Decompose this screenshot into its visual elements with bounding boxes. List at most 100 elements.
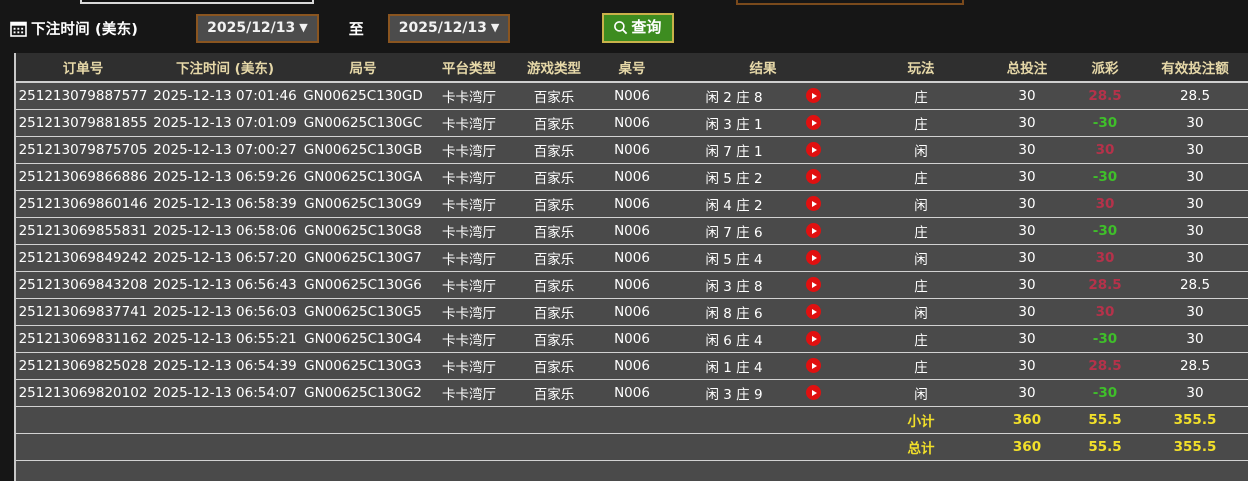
chevron-down-icon: ▼ (490, 21, 500, 34)
bet-time-cell: 2025-12-13 06:55:21 (150, 325, 300, 353)
column-header[interactable]: 局号 (300, 53, 426, 83)
play-video-icon[interactable] (805, 223, 821, 238)
table-row[interactable]: 251213079881855 2025-12-13 07:01:09 GN0062… (16, 109, 1248, 137)
totals-row: 总计 360 55.5 355.5 (16, 433, 1248, 461)
column-header[interactable]: 平台类型 (426, 53, 512, 83)
column-header[interactable]: 桌号 (596, 53, 668, 83)
totals-spacer-cell (512, 406, 596, 434)
platform-cell: 卡卡湾厅 (426, 244, 512, 272)
payout-cell: -30 (1070, 217, 1140, 245)
total-bet-cell: 30 (984, 298, 1070, 326)
totals-spacer-cell (668, 406, 858, 434)
table-row[interactable]: 251213069843208 2025-12-13 06:56:43 GN0062… (16, 271, 1248, 299)
result-cell: 闲 7 庄 6 (668, 217, 858, 245)
bet-time-cell: 2025-12-13 06:59:26 (150, 163, 300, 191)
bet-option-cell: 庄 (858, 352, 984, 380)
payout-cell: -30 (1070, 109, 1140, 137)
column-header[interactable]: 派彩 (1070, 53, 1140, 83)
table-row[interactable]: 251213069860146 2025-12-13 06:58:39 GN0062… (16, 190, 1248, 218)
totals-payout: 55.5 (1070, 406, 1140, 434)
order-cell: 251213069843208 (16, 271, 150, 299)
totals-spacer-cell (512, 433, 596, 461)
date-from-picker[interactable]: 2025/12/13 ▼ (196, 13, 319, 43)
order-cell: 251213069825028 (16, 352, 150, 380)
platform-cell: 卡卡湾厅 (426, 298, 512, 326)
play-video-icon[interactable] (805, 115, 821, 130)
totals-valid-bet: 355.5 (1140, 433, 1248, 461)
round-id-cell: GN00625C130G7 (300, 244, 426, 272)
column-header[interactable]: 结果 (668, 53, 858, 83)
play-video-icon[interactable] (805, 196, 821, 211)
column-header[interactable]: 订单号 (16, 53, 150, 83)
bet-option-cell: 庄 (858, 325, 984, 353)
total-bet-cell: 30 (984, 82, 1070, 110)
play-video-icon[interactable] (805, 88, 821, 104)
totals-spacer-cell (668, 433, 858, 461)
play-video-icon[interactable] (805, 250, 821, 265)
payout-cell: -30 (1070, 379, 1140, 407)
round-id-cell: GN00625C130G8 (300, 217, 426, 245)
date-from-value: 2025/12/13 (207, 19, 296, 36)
blank-cell (512, 460, 596, 481)
round-id-cell: GN00625C130G3 (300, 352, 426, 380)
play-video-icon[interactable] (805, 142, 821, 157)
result-cell: 闲 8 庄 6 (668, 298, 858, 326)
table-no-cell: N006 (596, 82, 668, 110)
table-row[interactable]: 251213069837741 2025-12-13 06:56:03 GN0062… (16, 298, 1248, 326)
table-row[interactable]: 251213069820102 2025-12-13 06:54:07 GN0062… (16, 379, 1248, 407)
bet-option-cell: 闲 (858, 298, 984, 326)
game-type-cell: 百家乐 (512, 244, 596, 272)
platform-cell: 卡卡湾厅 (426, 136, 512, 164)
play-video-icon[interactable] (805, 358, 821, 373)
bet-option-cell: 闲 (858, 190, 984, 218)
date-to-picker[interactable]: 2025/12/13 ▼ (387, 13, 511, 43)
payout-cell: 30 (1070, 244, 1140, 272)
platform-cell: 卡卡湾厅 (426, 217, 512, 245)
bet-time-cell: 2025-12-13 06:58:39 (150, 190, 300, 218)
table-row[interactable]: 251213069849242 2025-12-13 06:57:20 GN0062… (16, 244, 1248, 272)
round-id-cell: GN00625C130GB (300, 136, 426, 164)
play-video-icon[interactable] (805, 331, 821, 346)
total-bet-cell: 30 (984, 352, 1070, 380)
result-text: 闲 6 庄 4 (705, 332, 763, 349)
order-cell: 251213069866886 (16, 163, 150, 191)
play-video-icon[interactable] (805, 169, 821, 184)
order-cell: 251213069837741 (16, 298, 150, 326)
totals-spacer-cell (596, 433, 668, 461)
table-row[interactable]: 251213069825028 2025-12-13 06:54:39 GN0062… (16, 352, 1248, 380)
totals-spacer-cell (596, 406, 668, 434)
play-video-icon[interactable] (805, 277, 821, 292)
total-bet-cell: 30 (984, 109, 1070, 137)
totals-spacer-cell (16, 433, 150, 461)
bet-time-cell: 2025-12-13 06:58:06 (150, 217, 300, 245)
column-header[interactable]: 下注时间 (美东) (150, 53, 300, 83)
blank-cell (1140, 460, 1248, 481)
cropped-input-top-left[interactable] (80, 0, 314, 4)
table-row[interactable]: 251213069855831 2025-12-13 06:58:06 GN0062… (16, 217, 1248, 245)
table-no-cell: N006 (596, 352, 668, 380)
table-row[interactable]: 251213079887577 2025-12-13 07:01:46 GN0062… (16, 82, 1248, 110)
play-video-icon[interactable] (805, 385, 821, 400)
blank-cell (984, 460, 1070, 481)
game-type-cell: 百家乐 (512, 163, 596, 191)
play-video-icon[interactable] (805, 304, 821, 319)
table-no-cell: N006 (596, 136, 668, 164)
round-id-cell: GN00625C130GA (300, 163, 426, 191)
table-row[interactable]: 251213069866886 2025-12-13 06:59:26 GN0062… (16, 163, 1248, 191)
table-no-cell: N006 (596, 217, 668, 245)
totals-label: 小计 (858, 406, 984, 434)
column-header[interactable]: 有效投注额 (1140, 53, 1248, 83)
column-header[interactable]: 游戏类型 (512, 53, 596, 83)
column-header[interactable]: 总投注 (984, 53, 1070, 83)
round-id-cell: GN00625C130G6 (300, 271, 426, 299)
column-header[interactable]: 玩法 (858, 53, 984, 83)
game-type-cell: 百家乐 (512, 82, 596, 110)
order-cell: 251213079875705 (16, 136, 150, 164)
table-row[interactable]: 251213069831162 2025-12-13 06:55:21 GN0062… (16, 325, 1248, 353)
query-button[interactable]: 查询 (602, 13, 675, 43)
cropped-input-top-right[interactable] (736, 0, 964, 5)
table-row[interactable]: 251213079875705 2025-12-13 07:00:27 GN0062… (16, 136, 1248, 164)
bet-option-cell: 庄 (858, 109, 984, 137)
payout-cell: -30 (1070, 163, 1140, 191)
